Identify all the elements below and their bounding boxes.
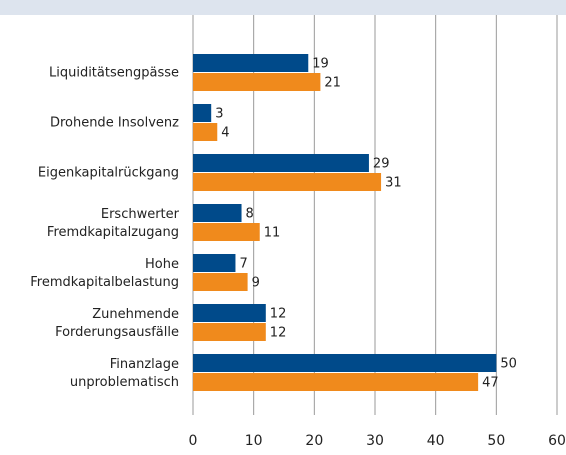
x-tick-label: 20 bbox=[305, 433, 323, 449]
category-label: Zunehmende Forderungsausfälle bbox=[55, 307, 179, 340]
bar bbox=[193, 104, 212, 122]
value-label: 12 bbox=[270, 307, 287, 322]
value-label: 47 bbox=[482, 376, 499, 391]
bar bbox=[193, 254, 236, 272]
x-tick-label: 30 bbox=[366, 433, 384, 449]
header-band bbox=[0, 0, 566, 15]
category-label: Drohende Insolvenz bbox=[50, 116, 179, 131]
value-label: 12 bbox=[270, 326, 287, 341]
category-label: Liquiditätsengpässe bbox=[49, 66, 179, 81]
bar bbox=[193, 273, 248, 291]
bar bbox=[193, 354, 497, 372]
bar bbox=[193, 304, 266, 322]
value-label: 21 bbox=[324, 76, 341, 91]
x-tick-label: 40 bbox=[427, 433, 445, 449]
bar bbox=[193, 204, 242, 222]
value-label: 11 bbox=[264, 226, 281, 241]
value-label: 19 bbox=[312, 57, 329, 72]
category-label: Erschwerter Fremdkapitalzugang bbox=[47, 207, 180, 240]
value-label: 4 bbox=[221, 126, 229, 141]
x-tick-label: 0 bbox=[189, 433, 198, 449]
value-label: 8 bbox=[246, 207, 254, 222]
value-label: 29 bbox=[373, 157, 390, 172]
x-tick-label: 50 bbox=[487, 433, 505, 449]
bar bbox=[193, 154, 369, 172]
value-label: 7 bbox=[239, 257, 247, 272]
bar bbox=[193, 54, 309, 72]
bar bbox=[193, 373, 479, 391]
bar bbox=[193, 173, 382, 191]
bar bbox=[193, 323, 266, 341]
value-label: 9 bbox=[252, 276, 260, 291]
x-tick-label: 10 bbox=[245, 433, 263, 449]
x-tick-label: 60 bbox=[548, 433, 566, 449]
bar bbox=[193, 123, 218, 141]
value-label: 3 bbox=[215, 107, 223, 122]
bar bbox=[193, 223, 260, 241]
value-label: 50 bbox=[500, 357, 517, 372]
category-label: Hohe Fremdkapitalbelastung bbox=[30, 257, 179, 290]
category-label: Eigenkapitalrückgang bbox=[38, 166, 179, 181]
value-label: 31 bbox=[385, 176, 402, 191]
bar bbox=[193, 73, 321, 91]
category-label: Finanzlage unproblematisch bbox=[70, 357, 179, 390]
